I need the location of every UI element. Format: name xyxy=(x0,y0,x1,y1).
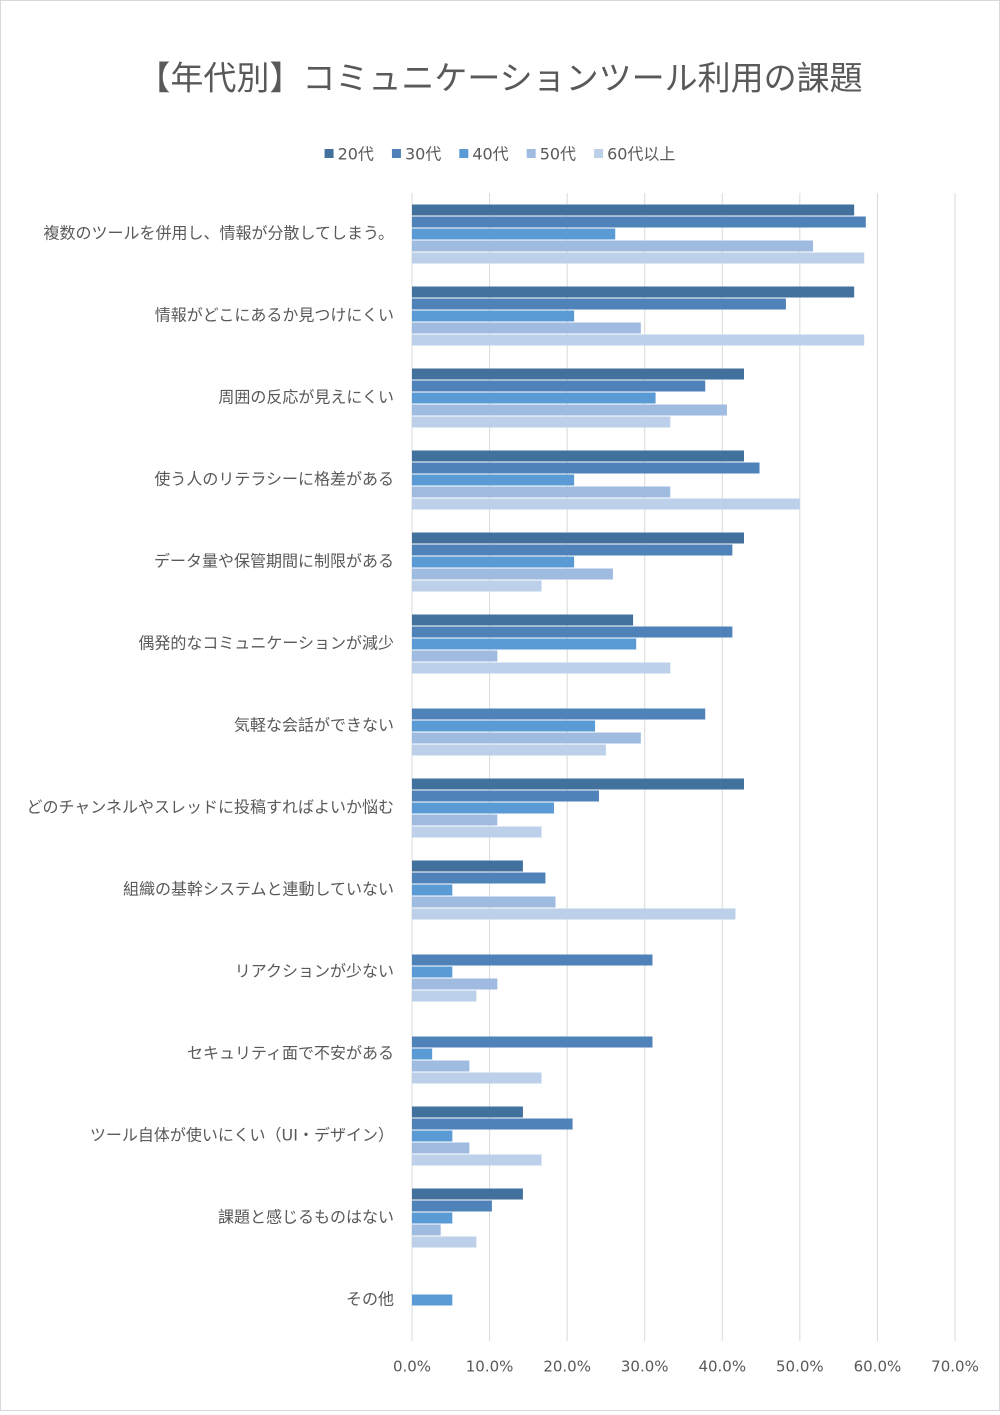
legend: 20代 30代 40代 50代 60代以上 xyxy=(324,145,675,164)
bar xyxy=(412,1294,453,1306)
x-tick-label: 60.0% xyxy=(854,1358,902,1376)
bar xyxy=(412,298,786,310)
bar xyxy=(412,252,865,264)
bar xyxy=(412,1212,453,1224)
bar xyxy=(412,1188,523,1200)
bar xyxy=(412,228,616,240)
legend-label: 20代 xyxy=(338,145,374,164)
bar xyxy=(412,286,855,298)
bar xyxy=(412,1142,470,1154)
bar xyxy=(412,498,800,510)
bar xyxy=(412,404,727,416)
bar xyxy=(412,450,745,462)
bar xyxy=(412,240,814,252)
y-tick-label: 組織の基幹システムと連動していない xyxy=(123,880,394,899)
bar xyxy=(412,650,498,662)
chart-title: 【年代別】コミュニケーションツール利用の課題 xyxy=(137,59,862,98)
bar xyxy=(412,1130,453,1142)
x-tick-label: 20.0% xyxy=(543,1358,591,1376)
x-tick-label: 70.0% xyxy=(931,1358,979,1376)
y-tick-label: 使う人のリテラシーに格差がある xyxy=(154,470,394,489)
y-tick-label: データ量や保管期間に制限がある xyxy=(154,552,394,571)
y-tick-label: 偶発的なコミュニケーションが減少 xyxy=(138,634,394,653)
bar xyxy=(412,216,866,228)
bar xyxy=(412,392,656,404)
y-tick-label: セキュリティ面で不安がある xyxy=(187,1044,394,1063)
bar xyxy=(412,322,641,334)
bar xyxy=(412,1072,542,1084)
bar xyxy=(412,1036,653,1048)
legend-label: 50代 xyxy=(540,145,576,164)
y-tick-label: ツール自体が使いにくい（UI・デザイン） xyxy=(90,1126,394,1145)
bar xyxy=(412,416,671,428)
bar xyxy=(412,662,671,674)
bar xyxy=(412,872,546,884)
bar xyxy=(412,556,575,568)
legend-swatch xyxy=(459,149,469,158)
bar xyxy=(412,708,706,720)
y-tick-label: どのチャンネルやスレッドに投稿すればよいか悩む xyxy=(26,798,394,817)
bar xyxy=(412,908,736,920)
y-tick-label: リアクションが少ない xyxy=(235,962,394,981)
bar xyxy=(412,884,453,896)
legend-label: 60代以上 xyxy=(607,145,675,164)
bar xyxy=(412,1154,542,1166)
x-tick-label: 40.0% xyxy=(698,1358,746,1376)
x-tick-label: 30.0% xyxy=(621,1358,669,1376)
legend-label: 40代 xyxy=(472,145,508,164)
bar xyxy=(412,1236,477,1248)
bar xyxy=(412,1048,433,1060)
legend-swatch xyxy=(526,149,536,158)
bar xyxy=(412,966,453,978)
y-tick-label: 複数のツールを併用し、情報が分散してしまう。 xyxy=(43,224,394,243)
x-tick-label: 50.0% xyxy=(776,1358,824,1376)
bar xyxy=(412,990,477,1002)
bar xyxy=(412,860,523,872)
bar xyxy=(412,486,671,498)
bar xyxy=(412,732,641,744)
bar xyxy=(412,568,613,580)
bar xyxy=(412,532,745,544)
y-tick-label: 情報がどこにあるか見つけにくい xyxy=(155,306,394,325)
bar xyxy=(412,544,733,556)
bar xyxy=(412,474,575,486)
bar xyxy=(412,826,542,838)
legend-swatch xyxy=(594,149,604,158)
bar xyxy=(412,614,634,626)
bar xyxy=(412,814,498,826)
bar xyxy=(412,368,745,380)
bar xyxy=(412,1060,470,1072)
bar xyxy=(412,1106,523,1118)
bar xyxy=(412,802,554,814)
bar xyxy=(412,778,745,790)
legend-swatch xyxy=(391,149,401,158)
bar xyxy=(412,790,599,802)
bar xyxy=(412,720,596,732)
bar xyxy=(412,204,855,216)
y-tick-label: 周囲の反応が見えにくい xyxy=(218,388,394,407)
bar xyxy=(412,954,653,966)
bar xyxy=(412,1118,573,1130)
x-tick-label: 10.0% xyxy=(466,1358,514,1376)
bar xyxy=(412,580,542,592)
legend-swatch xyxy=(324,149,334,158)
x-tick-label: 0.0% xyxy=(393,1358,431,1376)
bar xyxy=(412,638,637,650)
y-tick-label: 気軽な会話ができない xyxy=(234,716,394,735)
y-tick-label: 課題と感じるものはない xyxy=(218,1208,394,1227)
bar xyxy=(412,978,498,990)
bar xyxy=(412,1224,441,1236)
bar xyxy=(412,310,575,322)
bar xyxy=(412,896,556,908)
bar xyxy=(412,744,606,756)
bar xyxy=(412,380,706,392)
y-tick-label: その他 xyxy=(346,1290,394,1309)
bar xyxy=(412,462,760,474)
bar xyxy=(412,1200,492,1212)
bar xyxy=(412,334,865,346)
legend-label: 30代 xyxy=(405,145,441,164)
bar xyxy=(412,626,733,638)
